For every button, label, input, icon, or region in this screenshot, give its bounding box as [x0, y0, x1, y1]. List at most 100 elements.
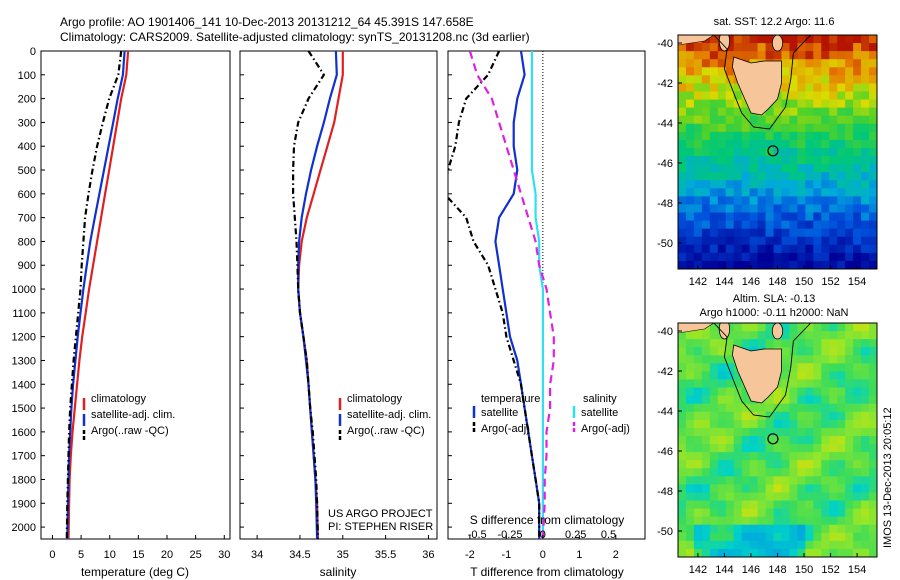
map-cell [869, 212, 877, 222]
map-cell [805, 371, 814, 381]
map-cell [797, 508, 806, 518]
map-cell [869, 196, 877, 206]
map-cell [741, 460, 751, 469]
map-cell [845, 379, 854, 389]
map-cell [733, 468, 743, 477]
map-cell [757, 147, 767, 157]
map-cell [765, 188, 775, 197]
map-cell [797, 99, 806, 109]
map-cell [749, 236, 759, 246]
map-cell [765, 532, 775, 542]
map-cell [869, 331, 877, 340]
map-cell [853, 476, 862, 485]
map-cell [845, 75, 854, 85]
map-cell [709, 123, 719, 133]
map-cell [797, 59, 806, 68]
argo-location-marker [767, 145, 779, 157]
map-cell [733, 204, 743, 214]
map-cell [693, 252, 703, 262]
map-cell [829, 139, 838, 149]
map-cell [678, 500, 687, 510]
map-cell [861, 411, 870, 421]
map-cell [685, 115, 695, 125]
map-cell [853, 164, 862, 173]
map-cell [813, 228, 822, 238]
map-cell [829, 59, 838, 68]
depth-tick-label: 600 [18, 189, 36, 201]
map-cell [717, 172, 727, 181]
map-cell [749, 427, 759, 437]
map-cell [701, 387, 711, 397]
map-cell [725, 548, 735, 557]
map-cell [829, 67, 838, 76]
map-cell [789, 236, 798, 246]
map-cell [813, 99, 822, 109]
lat-tick-label: -50 [657, 526, 673, 538]
map-cell [725, 347, 735, 356]
map-cell [845, 468, 854, 477]
map-cell [853, 107, 862, 117]
map-cell [709, 83, 719, 93]
map-cell [701, 371, 711, 381]
map-cell [693, 387, 703, 397]
map-cell [781, 444, 791, 453]
map-cell [717, 419, 727, 429]
map-cell [813, 180, 822, 189]
map-cell [678, 228, 687, 238]
map-cell [829, 347, 838, 356]
credit-pi: PI: STEPHEN RISER [328, 521, 433, 533]
map-cell [853, 67, 862, 76]
map-cell [869, 252, 877, 262]
map-cell [805, 131, 814, 141]
map-cell [797, 180, 806, 189]
map-cell [717, 59, 727, 68]
map-cell [701, 468, 711, 477]
map-cell [749, 540, 759, 550]
map-cell [765, 147, 775, 157]
map-cell [797, 228, 806, 238]
map-cell [837, 172, 846, 181]
map-cell [741, 476, 751, 485]
map-cell [845, 323, 854, 332]
map-cell [813, 35, 822, 44]
map-cell [813, 363, 822, 373]
map-cell [701, 212, 711, 222]
map-cell [837, 115, 846, 125]
map-cell [789, 323, 798, 332]
map-cell [805, 196, 814, 206]
map-cell [845, 540, 854, 550]
map-cell [781, 403, 791, 413]
map-cell [845, 35, 854, 44]
map-cell [789, 492, 798, 502]
map-cell [861, 339, 870, 348]
depth-tick-label: 500 [18, 165, 36, 177]
map-cell [678, 460, 687, 469]
map-cell [781, 452, 791, 461]
map-cell [685, 123, 695, 133]
map-cell [869, 484, 877, 494]
map-cell [837, 508, 846, 518]
map-cell [678, 403, 687, 413]
map-cell [773, 395, 783, 405]
map-cell [869, 156, 877, 165]
map-cell [789, 508, 798, 518]
map-cell [813, 147, 822, 157]
map-cell [678, 83, 687, 93]
map-cell [845, 43, 854, 52]
map-cell [837, 196, 846, 206]
legend-clim: climatology [347, 393, 403, 405]
map-cell [821, 548, 830, 557]
map-cell [805, 379, 814, 389]
map-cell [773, 500, 783, 510]
map-cell [741, 212, 751, 222]
sla-map-title: Altim. SLA: -0.13 [733, 293, 816, 305]
depth-tick-label: 1900 [12, 498, 36, 510]
map-cell [813, 91, 822, 101]
map-cell [821, 339, 830, 348]
map-cell [765, 500, 775, 510]
map-cell [725, 139, 735, 149]
map-cell [861, 156, 870, 165]
map-cell [781, 395, 791, 405]
map-cell [709, 508, 719, 518]
map-cell [685, 516, 695, 526]
